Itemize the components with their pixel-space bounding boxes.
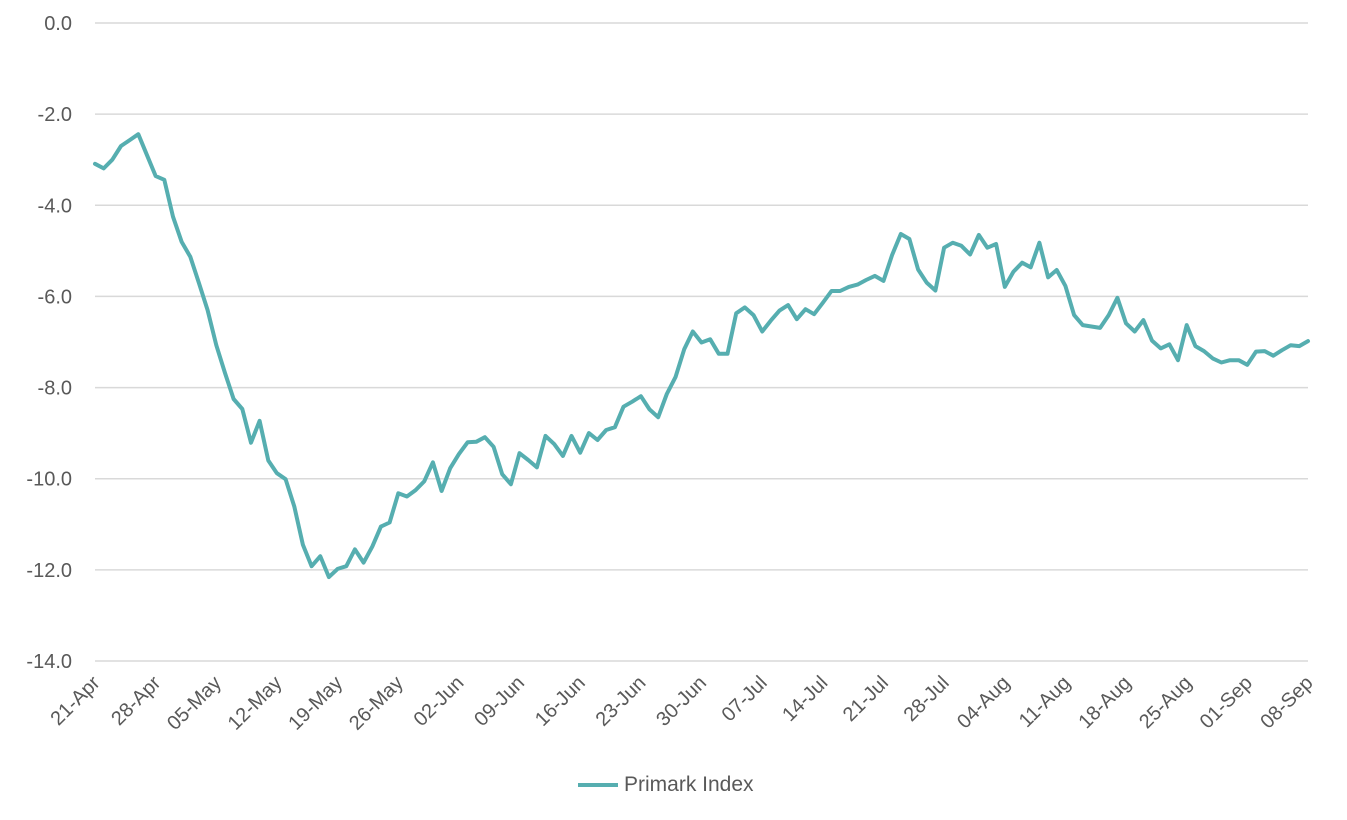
x-tick-label: 07-Jul <box>718 672 772 726</box>
x-tick-label: 14-Jul <box>778 672 832 726</box>
legend: Primark Index <box>578 773 754 797</box>
y-tick-label: -2.0 <box>38 104 72 126</box>
x-tick-label: 30-Jun <box>652 672 711 731</box>
legend-swatch <box>578 783 618 787</box>
x-tick-label: 12-May <box>224 672 287 735</box>
y-tick-label: -14.0 <box>26 651 72 673</box>
x-tick-label: 08-Sep <box>1256 672 1317 733</box>
x-tick-label: 26-May <box>345 672 408 735</box>
x-tick-label: 02-Jun <box>410 672 469 731</box>
legend-label: Primark Index <box>624 773 754 796</box>
y-tick-label: -6.0 <box>38 286 72 308</box>
y-axis-ticks: 0.0 -2.0 -4.0 -6.0 -8.0 -10.0 -12.0 -14.0 <box>26 13 72 673</box>
y-tick-label: 0.0 <box>44 13 72 35</box>
y-tick-label: -12.0 <box>26 560 72 582</box>
x-tick-label: 18-Aug <box>1074 672 1135 733</box>
x-tick-label: 28-Jul <box>900 672 954 726</box>
x-tick-label: 25-Aug <box>1135 672 1196 733</box>
x-tick-label: 05-May <box>163 672 226 735</box>
y-tick-label: -8.0 <box>38 378 72 400</box>
x-tick-label: 16-Jun <box>531 672 590 731</box>
x-tick-label: 09-Jun <box>470 672 529 731</box>
x-tick-label: 21-Jul <box>839 672 893 726</box>
x-tick-label: 11-Aug <box>1015 672 1075 732</box>
x-tick-label: 19-May <box>284 672 347 735</box>
series-line-primark-index <box>93 132 1310 580</box>
x-tick-label: 21-Apr <box>47 672 105 730</box>
y-tick-label: -4.0 <box>38 195 72 217</box>
x-tick-label: 28-Apr <box>107 672 165 730</box>
x-tick-label: 23-Jun <box>592 672 651 731</box>
gridlines <box>95 22 1308 662</box>
x-tick-label: 01-Sep <box>1196 672 1257 733</box>
x-tick-label: 04-Aug <box>953 672 1014 733</box>
y-tick-label: -10.0 <box>26 469 72 491</box>
series-layer <box>93 132 1310 580</box>
